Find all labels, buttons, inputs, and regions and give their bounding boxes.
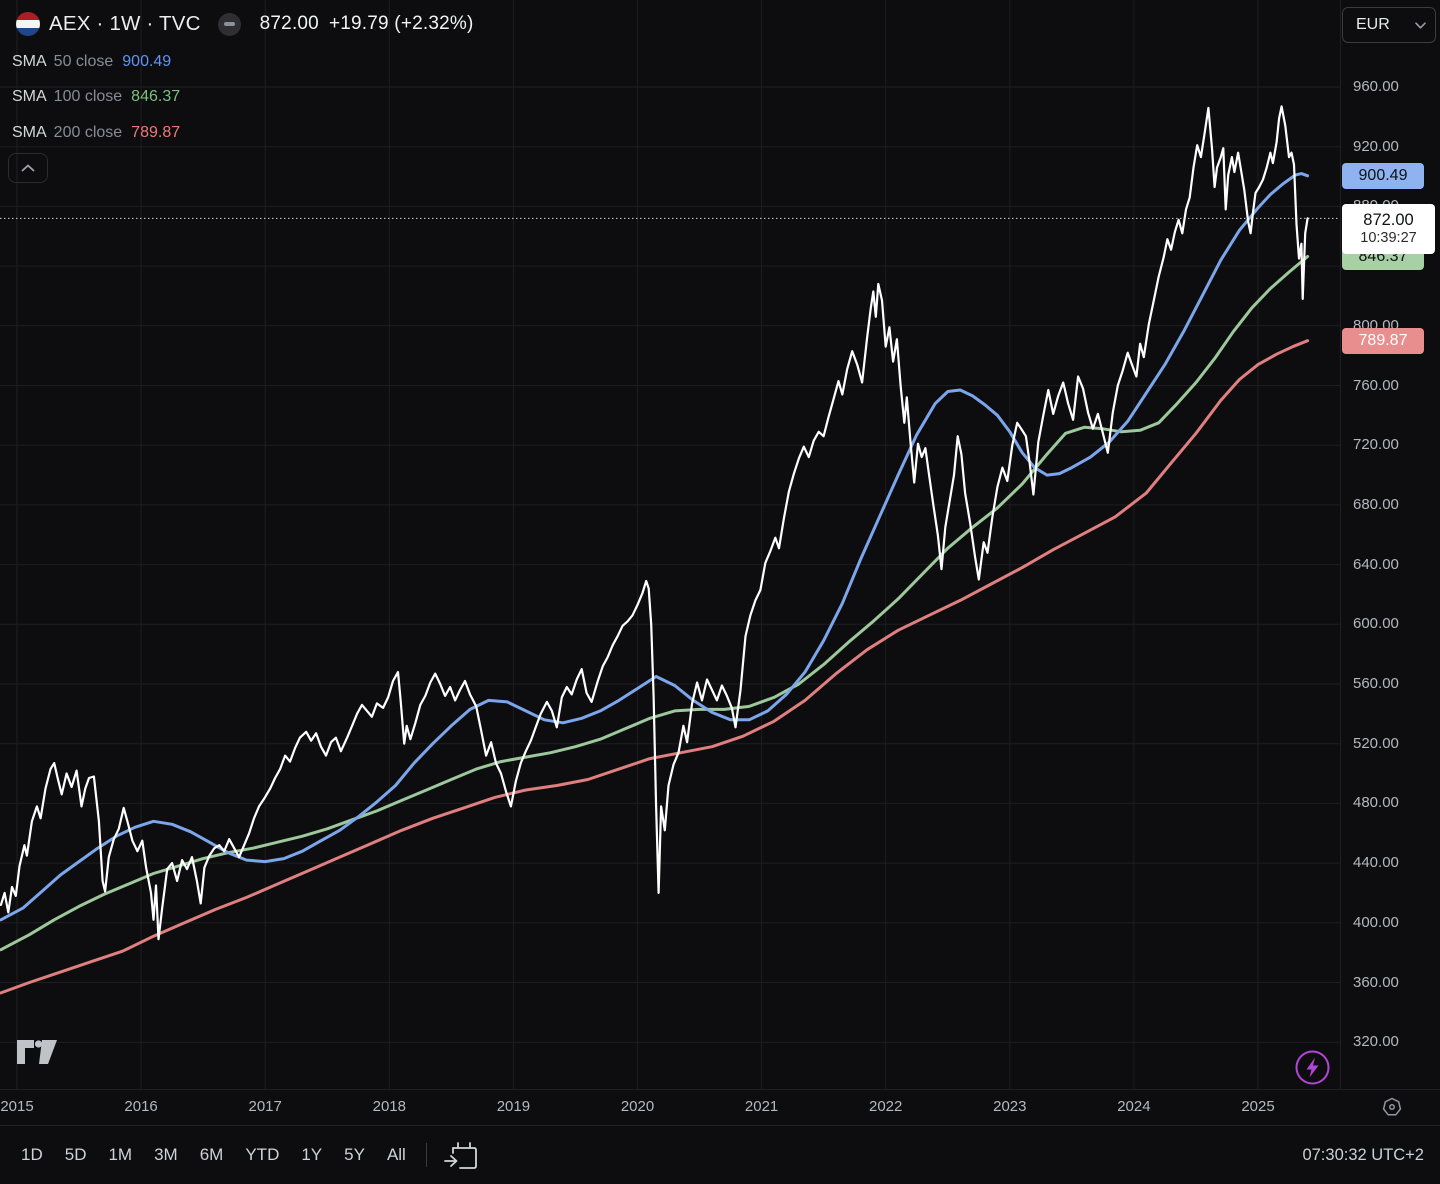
range-button-ytd[interactable]: YTD <box>245 1145 280 1164</box>
price-axis-label: 680.00 <box>1353 495 1399 513</box>
legend-indicator-params: 100 close <box>53 88 123 106</box>
series-line-sma100 <box>0 255 1310 952</box>
price-axis-label: 560.00 <box>1353 675 1399 692</box>
market-closed-minus-icon <box>217 12 241 36</box>
range-button-all[interactable]: All <box>386 1145 406 1164</box>
range-button-1m[interactable]: 1M <box>108 1145 133 1164</box>
legend-indicator-name: SMA <box>12 88 47 106</box>
collapse-legend-button[interactable] <box>8 153 48 183</box>
legend-row-sma200[interactable]: SMA 200 close 789.87 <box>12 115 180 151</box>
legend-indicator-name: SMA <box>12 123 47 141</box>
time-axis-label: 2021 <box>744 1098 779 1115</box>
price-change: +19.79 (+2.32%) <box>328 13 474 34</box>
price-axis-label: 720.00 <box>1353 436 1399 454</box>
go-to-date-button[interactable] <box>436 1140 485 1171</box>
time-axis-label: 2020 <box>620 1098 655 1115</box>
netherlands-flag-icon <box>16 12 40 36</box>
price-scale[interactable]: 960.00920.00880.00800.00760.00720.00680.… <box>1340 0 1440 1089</box>
time-axis-label: 2022 <box>869 1098 903 1115</box>
price-axis-label: 920.00 <box>1353 137 1399 155</box>
current-price-badge-time: 10:39:27 <box>1360 230 1417 247</box>
price-axis-label: 960.00 <box>1353 78 1399 95</box>
calendar-go-to-icon <box>443 1141 477 1169</box>
bottom-toolbar: 1D 5D 1M 3M 6M YTD 1Y 5Y All 07:30:32 UTC+2 <box>0 1125 1440 1184</box>
range-button-6m[interactable]: 6M <box>199 1145 224 1164</box>
time-axis-label: 2024 <box>1117 1098 1151 1115</box>
current-price-badge: 872.00 10:39:27 <box>1342 203 1435 254</box>
price-axis-label: 480.00 <box>1353 794 1399 812</box>
time-axis-label: 2016 <box>124 1098 158 1115</box>
sma200-price-badge: 789.87 <box>1342 327 1424 354</box>
lightning-icon <box>1295 1050 1330 1085</box>
symbol-title[interactable]: AEX · 1W · TVC <box>49 12 201 35</box>
series-line-sma50 <box>0 172 1310 922</box>
currency-selector[interactable]: EUR <box>1342 7 1436 43</box>
time-axis-label: 2025 <box>1241 1098 1275 1115</box>
chevron-down-icon <box>1415 21 1426 29</box>
range-button-1d[interactable]: 1D <box>21 1145 43 1164</box>
legend-indicator-value: 789.87 <box>131 123 181 141</box>
price-axis-label: 400.00 <box>1353 913 1399 931</box>
chart-header: AEX · 1W · TVC 872.00 +19.79 (+2.32%) <box>16 0 474 48</box>
time-axis-label: 2018 <box>372 1098 406 1115</box>
price-axis-label: 440.00 <box>1353 854 1399 872</box>
price-axis-label: 320.00 <box>1353 1033 1399 1051</box>
series-line-price <box>0 105 1309 941</box>
legend-row-sma50[interactable]: SMA 50 close 900.49 <box>12 44 180 80</box>
legend-indicator-value: 900.49 <box>122 52 172 70</box>
legend-indicator-params: 200 close <box>53 123 123 141</box>
price-axis-label: 600.00 <box>1353 615 1399 633</box>
alerts-lightning-button[interactable] <box>1288 1048 1330 1085</box>
sma50-price-badge: 900.49 <box>1342 162 1424 189</box>
price-axis-label: 640.00 <box>1353 555 1399 573</box>
time-axis-label: 2017 <box>248 1098 282 1115</box>
last-price-and-change: 872.00 +19.79 (+2.32%) <box>260 13 474 35</box>
price-axis-label: 760.00 <box>1353 376 1399 394</box>
range-button-5d[interactable]: 5D <box>64 1145 87 1164</box>
time-axis-label: 2023 <box>993 1098 1027 1115</box>
time-scale[interactable]: 2015 2016 2017 2018 2019 2020 2021 2022 2023 2024… <box>0 1089 1440 1126</box>
legend-indicator-params: 50 close <box>53 52 114 70</box>
toolbar-divider <box>425 1143 427 1167</box>
legend-indicator-name: SMA <box>12 52 47 70</box>
range-button-3m[interactable]: 3M <box>154 1145 178 1164</box>
last-price: 872.00 <box>259 13 319 34</box>
timezone-settings-button[interactable] <box>1374 1095 1404 1121</box>
gear-icon <box>1382 1097 1402 1116</box>
clock-timezone-button[interactable]: 07:30:32 UTC+2 <box>1302 1145 1424 1164</box>
price-axis-label: 360.00 <box>1353 973 1399 991</box>
tradingview-logo[interactable] <box>17 1038 59 1066</box>
currency-value: EUR <box>1356 16 1390 33</box>
range-button-1y[interactable]: 1Y <box>301 1145 323 1164</box>
range-button-5y[interactable]: 5Y <box>344 1145 365 1164</box>
indicator-legend: SMA 50 close 900.49 SMA 100 close 846.37… <box>12 44 180 151</box>
time-axis-label: 2019 <box>496 1098 531 1115</box>
legend-indicator-value: 846.37 <box>131 88 181 106</box>
time-axis-label: 2015 <box>0 1098 34 1115</box>
date-range-buttons: 1D 5D 1M 3M 6M YTD 1Y 5Y All <box>10 1139 417 1171</box>
current-price-badge-value: 872.00 <box>1363 211 1414 230</box>
chevron-up-icon <box>21 164 35 172</box>
series-line-sma200 <box>0 339 1310 995</box>
price-axis-label: 520.00 <box>1353 734 1399 752</box>
legend-row-sma100[interactable]: SMA 100 close 846.37 <box>12 80 180 116</box>
